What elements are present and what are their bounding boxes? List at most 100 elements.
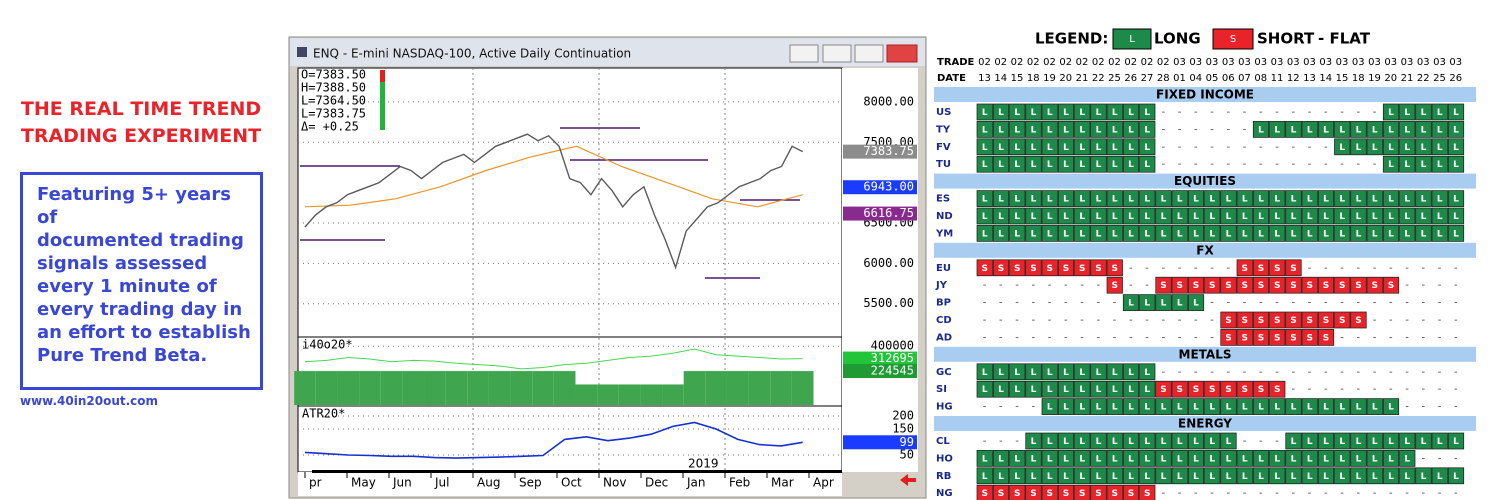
row-symbol: ND [936,211,953,222]
position-cell [1252,380,1270,398]
flat-cell: - [1243,488,1247,499]
flat-cell: - [983,298,987,309]
flat-cell: - [1389,488,1393,499]
url[interactable]: www.40in20out.com [20,394,159,408]
flat-cell: - [1096,280,1100,291]
position-cell [1122,138,1140,156]
flat-cell: - [1275,298,1279,309]
position-cell [1399,190,1416,207]
close-button[interactable] [886,44,918,63]
trade-date: 19 [1043,73,1056,84]
flat-cell: - [1275,107,1279,118]
position-cell [1252,276,1270,294]
position-cell [1122,225,1140,242]
flat-cell: - [1226,367,1230,378]
position-cell [1057,103,1075,121]
position-label: L [1226,229,1232,239]
trade-date: 07 [1238,73,1251,84]
indicator-bar [488,371,511,405]
position-label: L [1356,454,1362,464]
position-label: L [1177,212,1183,222]
position-label: L [1356,437,1362,447]
position-cell [1122,294,1140,311]
trade-month: 03 [1173,57,1186,68]
position-cell [1025,484,1042,500]
legend-short-box [1212,28,1254,50]
flat-cell: - [1210,367,1214,378]
position-cell [1447,225,1465,242]
position-label: L [1177,195,1183,205]
position-label: L [1274,454,1280,464]
position-cell [1431,103,1448,121]
position-label: S [1193,281,1199,291]
trade-label: TRADE [937,57,975,68]
position-label: L [1096,143,1102,153]
position-cell [1447,467,1465,485]
row-symbol: US [936,107,951,118]
position-cell [976,363,993,381]
axis-area [842,68,918,472]
position-label: L [1063,195,1069,205]
position-cell [1269,207,1286,225]
flat-cell: - [1373,159,1377,170]
flat-cell: - [1438,332,1442,343]
position-cell [1041,225,1058,242]
trade-date: 18 [1027,73,1040,84]
indicator-bar [618,384,641,405]
flat-cell: - [1340,263,1344,274]
flat-cell: - [999,402,1003,413]
flat-cell: - [983,315,987,326]
position-label: L [1388,229,1394,239]
flat-cell: - [983,436,987,447]
position-label: L [1339,125,1345,135]
flat-cell: - [1015,402,1019,413]
flat-cell: - [1129,263,1133,274]
flat-cell: - [1356,384,1360,395]
y-tick-label: 8000.00 [863,94,914,108]
scroll-arrow[interactable] [900,474,916,486]
position-label: L [1096,229,1102,239]
flat-cell: - [1210,142,1214,153]
position-label: L [1161,472,1167,482]
position-cell [1366,450,1383,467]
position-cell [1025,380,1042,398]
minimize-button[interactable] [822,44,852,63]
position-label: L [998,454,1004,464]
position-cell [1074,484,1091,500]
position-cell [1155,225,1172,242]
flat-cell: - [1438,280,1442,291]
position-label: L [1404,212,1410,222]
position-label: L [1421,437,1427,447]
window-button[interactable] [789,44,819,63]
flat-cell: - [1226,124,1230,135]
position-label: L [1128,143,1134,153]
position-cell [1057,398,1075,415]
position-label: L [1372,212,1378,222]
position-label: L [1177,472,1183,482]
position-cell [1317,467,1335,485]
position-cell [1090,432,1107,450]
position-label: L [1047,472,1053,482]
position-label: L [1372,143,1378,153]
maximize-button[interactable] [854,44,884,63]
position-cell [1187,450,1205,467]
position-cell [1106,450,1123,467]
row-symbol: JY [935,280,948,291]
position-cell [1074,450,1091,467]
legend-flat: - FLAT [1318,30,1371,48]
position-cell [1155,450,1172,467]
position-cell [1399,450,1416,467]
flat-cell: - [1275,142,1279,153]
indicator-line [304,348,803,370]
position-cell [1447,207,1465,225]
flat-cell: - [1340,384,1344,395]
position-cell [1317,311,1335,329]
position-cell [976,155,993,173]
position-cell [1187,276,1205,294]
position-label: L [1274,212,1280,222]
flat-cell: - [1064,332,1068,343]
flat-cell: - [1454,280,1458,291]
position-cell [1382,225,1400,242]
trade-date: 21 [1401,73,1414,84]
position-label: L [1014,472,1020,482]
